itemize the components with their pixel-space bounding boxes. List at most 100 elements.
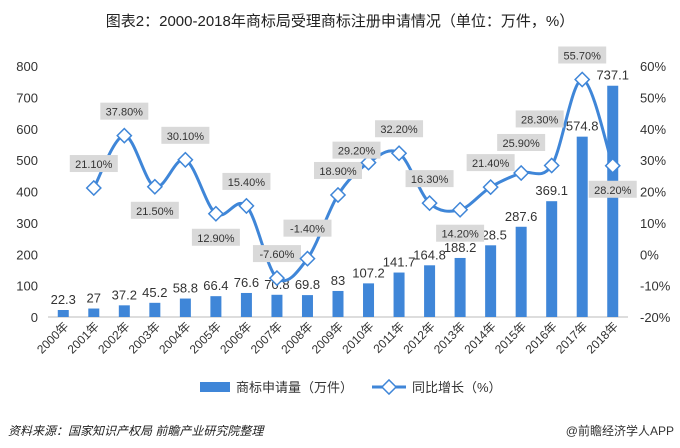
bar — [424, 265, 436, 317]
right-tick-label: 50% — [640, 90, 666, 105]
left-tick-label: 500 — [16, 153, 38, 168]
right-tick-label: 40% — [640, 122, 666, 137]
x-tick-label: 2018年 — [584, 319, 621, 356]
growth-value-label: 55.70% — [564, 50, 602, 62]
bar-value-label: 107.2 — [352, 265, 385, 280]
growth-marker — [268, 269, 286, 287]
bar — [88, 308, 100, 317]
left-tick-label: 100 — [16, 279, 38, 294]
bar-value-label: 76.6 — [234, 275, 259, 290]
chart-title: 图表2：2000-2018年商标局受理商标注册申请情况（单位：万件，%） — [105, 13, 575, 30]
bar — [118, 305, 130, 317]
growth-value-label: 30.10% — [167, 131, 205, 143]
bar — [607, 85, 619, 317]
growth-value-label: 12.90% — [197, 233, 235, 245]
growth-marker — [482, 178, 499, 196]
growth-marker — [360, 154, 377, 171]
bar-value-label: 574.8 — [566, 119, 599, 134]
growth-value-label: 28.20% — [594, 185, 632, 197]
bar — [576, 136, 588, 317]
growth-marker — [421, 194, 438, 212]
x-tick-label: 2009年 — [309, 319, 346, 356]
growth-value-label: 28.30% — [521, 114, 559, 126]
growth-value-label: 18.90% — [319, 166, 357, 178]
bar — [515, 226, 527, 317]
bar-value-label: 141.7 — [383, 255, 416, 270]
x-tick-label: 2003年 — [126, 319, 163, 356]
growth-marker — [207, 205, 225, 222]
left-tick-label: 400 — [16, 185, 38, 200]
right-tick-label: -10% — [640, 279, 671, 294]
growth-label-box — [69, 155, 118, 173]
growth-marker — [299, 250, 316, 267]
x-tick-label: 2013年 — [431, 319, 468, 356]
chart-svg: 0 100 200 300 400 500 600 700 800 -20% -10% 0% 10% 20… — [16, 46, 671, 396]
growth-marker — [543, 157, 560, 174]
right-tick-label: 60% — [640, 59, 666, 74]
growth-label-box — [497, 133, 546, 151]
bar — [546, 201, 558, 317]
left-tick-label: 700 — [16, 90, 38, 105]
bar — [149, 302, 161, 317]
growth-marker — [513, 164, 530, 182]
bar-value-label: 287.6 — [505, 209, 538, 224]
right-tick-label: 10% — [640, 216, 666, 231]
growth-label-box — [283, 219, 332, 237]
growth-label-box — [222, 172, 271, 190]
growth-value-label: 37.80% — [106, 107, 144, 119]
source-note: 资料来源：国家知识产权局 前瞻产业研究院整理 — [8, 424, 264, 438]
growth-label-box — [466, 154, 515, 172]
growth-label-box — [100, 102, 149, 120]
bar-value-label: 369.1 — [535, 183, 568, 198]
left-tick-label: 300 — [16, 216, 38, 231]
legend-bar-label: 商标申请量（万件） — [236, 380, 353, 395]
bar-value-label: 66.4 — [203, 278, 228, 293]
growth-value-label: 29.20% — [338, 146, 376, 158]
bar-value-label: 83 — [331, 273, 345, 288]
bar — [57, 310, 69, 317]
bar — [332, 290, 344, 317]
growth-value-label: 21.10% — [75, 159, 113, 171]
growth-marker — [329, 186, 347, 204]
growth-line — [92, 77, 615, 283]
growth-marker — [238, 197, 255, 215]
left-tick-label: 0 — [31, 310, 38, 325]
growth-marker — [85, 179, 102, 197]
x-tick-label: 2017年 — [553, 319, 590, 356]
x-tick-label: 2012年 — [400, 319, 437, 356]
x-tick-label: 2011年 — [371, 319, 408, 356]
left-tick-label: 600 — [16, 122, 38, 137]
bar — [179, 298, 191, 317]
growth-label-box — [191, 228, 240, 246]
growth-label-box — [375, 120, 424, 138]
growth-label-box — [314, 161, 362, 179]
growth-marker — [604, 157, 621, 174]
growth-value-label: 21.40% — [472, 158, 510, 170]
x-tick-label: 2014年 — [461, 319, 498, 356]
legend-bar-swatch — [200, 382, 230, 392]
bar-value-label: 27 — [87, 291, 101, 306]
bar — [485, 245, 497, 317]
bar — [240, 292, 252, 317]
bar — [271, 294, 283, 317]
growth-label-box — [515, 110, 564, 128]
bar-value-label: 69.8 — [295, 277, 320, 292]
bar-value-label: 188.2 — [444, 240, 477, 255]
growth-marker — [116, 127, 133, 144]
growth-label-box — [436, 224, 485, 242]
legend-line-label: 同比增长（%） — [412, 380, 502, 395]
right-tick-label: -20% — [640, 310, 671, 325]
x-tick-label: 2016年 — [523, 319, 560, 356]
right-tick-label: 0% — [640, 247, 659, 262]
x-tick-label: 2010年 — [339, 319, 376, 356]
bar — [393, 272, 405, 317]
growth-label-box — [252, 245, 301, 263]
bar-value-label: 737.1 — [596, 68, 629, 83]
growth-label-box — [161, 126, 210, 144]
x-tick-label: 2008年 — [278, 319, 315, 356]
bar-value-label: 37.2 — [112, 287, 137, 302]
bar-value-label: 164.8 — [413, 247, 446, 262]
bar — [454, 257, 466, 317]
bar — [301, 295, 313, 317]
